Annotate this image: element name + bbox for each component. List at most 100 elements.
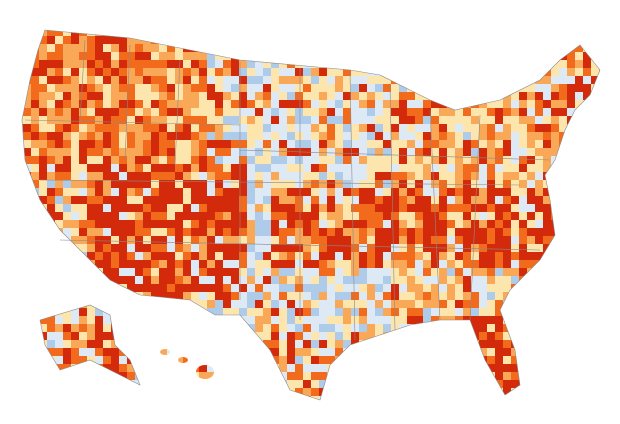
- county: [543, 260, 552, 269]
- county: [63, 252, 72, 261]
- county: [271, 140, 280, 149]
- coastline: [21, 29, 601, 401]
- county: [103, 68, 112, 77]
- county: [22, 300, 24, 309]
- county: [287, 132, 296, 141]
- county: [215, 180, 224, 189]
- county: [391, 276, 400, 285]
- county: [607, 380, 616, 389]
- county: [22, 92, 24, 101]
- county: [375, 212, 384, 221]
- county: [191, 244, 200, 253]
- county: [215, 148, 224, 157]
- county: [607, 124, 616, 133]
- county: [223, 116, 232, 125]
- county: [127, 116, 136, 125]
- county: [255, 180, 264, 189]
- county: [223, 396, 232, 400]
- county: [39, 316, 48, 325]
- county: [527, 164, 536, 173]
- county: [311, 76, 320, 85]
- county: [159, 84, 168, 93]
- county: [335, 30, 344, 37]
- county: [367, 188, 376, 197]
- county: [343, 172, 352, 181]
- county: [191, 116, 200, 125]
- county: [535, 172, 544, 181]
- county: [431, 84, 440, 93]
- county: [151, 116, 160, 125]
- county: [431, 332, 440, 341]
- county: [47, 44, 56, 53]
- county: [175, 284, 184, 293]
- county: [127, 268, 136, 277]
- county: [519, 220, 528, 229]
- county: [263, 196, 272, 205]
- county: [503, 108, 512, 117]
- county: [351, 212, 360, 221]
- county: [543, 228, 552, 237]
- county: [63, 372, 72, 381]
- county: [215, 124, 224, 133]
- county: [95, 20, 104, 29]
- county: [95, 244, 104, 253]
- county: [55, 332, 64, 341]
- county: [263, 260, 272, 269]
- county: [119, 228, 128, 237]
- county: [279, 324, 288, 333]
- county: [415, 340, 424, 349]
- county: [23, 364, 32, 373]
- county: [407, 356, 416, 365]
- county: [215, 188, 224, 197]
- county: [335, 180, 344, 189]
- county: [87, 332, 96, 341]
- county: [159, 92, 168, 101]
- county: [263, 148, 272, 157]
- county: [159, 220, 168, 229]
- county: [415, 284, 424, 293]
- county: [111, 36, 120, 45]
- county: [399, 364, 408, 373]
- county: [319, 236, 328, 245]
- county: [511, 356, 520, 365]
- county: [207, 388, 216, 397]
- county: [495, 188, 504, 197]
- county: [159, 172, 168, 181]
- county: [47, 268, 56, 277]
- county: [183, 76, 192, 85]
- county: [287, 68, 296, 77]
- county: [63, 268, 72, 277]
- county: [399, 308, 408, 317]
- county: [63, 388, 72, 397]
- county: [127, 100, 136, 109]
- county: [263, 132, 272, 141]
- county: [127, 324, 136, 333]
- county: [231, 212, 240, 221]
- county: [127, 36, 136, 45]
- county: [335, 284, 344, 293]
- county: [399, 140, 408, 149]
- county: [287, 30, 296, 37]
- county: [479, 332, 488, 341]
- county: [215, 324, 224, 333]
- county: [31, 220, 40, 229]
- county: [351, 108, 360, 117]
- county: [359, 148, 368, 157]
- county: [407, 204, 416, 213]
- county: [511, 396, 520, 400]
- county: [535, 156, 544, 165]
- county: [31, 268, 40, 277]
- county: [439, 92, 448, 101]
- county: [415, 212, 424, 221]
- county: [207, 356, 216, 365]
- county: [527, 260, 536, 269]
- county: [311, 52, 320, 61]
- county: [87, 364, 96, 373]
- county: [487, 116, 496, 125]
- county: [359, 30, 368, 37]
- county: [583, 252, 592, 261]
- county: [343, 316, 352, 325]
- county: [247, 220, 256, 229]
- county: [143, 196, 152, 205]
- county: [135, 356, 144, 365]
